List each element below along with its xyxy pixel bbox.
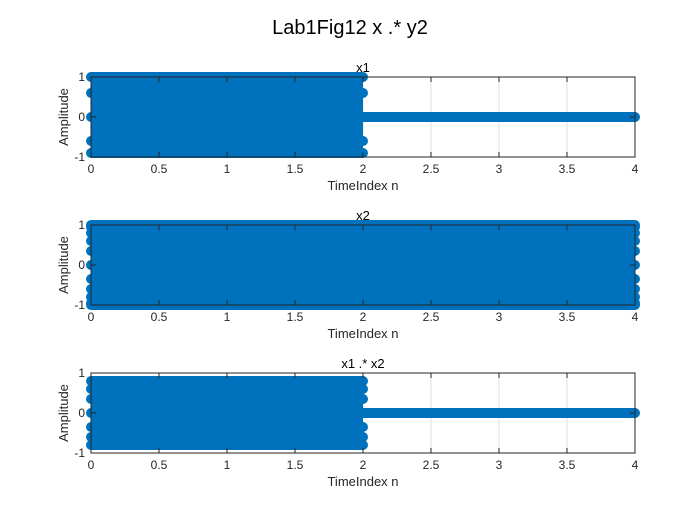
x-tick-label: 2 (360, 162, 367, 176)
x-tick-label: 2 (360, 458, 367, 472)
x-axis-label: TimeIndex n (327, 326, 398, 341)
y-tick-label: -1 (74, 150, 85, 164)
y-axis-label: Amplitude (56, 384, 71, 442)
stem-series (86, 376, 640, 450)
x-tick-label: 1 (224, 458, 231, 472)
stem-marker (358, 112, 368, 122)
x-tick-label: 3 (496, 310, 503, 324)
x-tick-label: 0.5 (151, 162, 168, 176)
x-tick-label: 3 (496, 458, 503, 472)
x-tick-label: 3.5 (559, 162, 576, 176)
x-tick-label: 0.5 (151, 458, 168, 472)
stem-series (86, 72, 640, 158)
x-tick-label: 0 (88, 458, 95, 472)
y-tick-label: 1 (78, 218, 85, 232)
stem-marker (358, 408, 368, 418)
y-axis-label: Amplitude (56, 236, 71, 294)
x-tick-label: 2 (360, 310, 367, 324)
x-tick-label: 3 (496, 162, 503, 176)
x-tick-label: 3.5 (559, 458, 576, 472)
x-tick-label: 3.5 (559, 310, 576, 324)
y-axis-label: Amplitude (56, 88, 71, 146)
x-tick-label: 1.5 (287, 458, 304, 472)
x-tick-label: 4 (632, 310, 639, 324)
stem-series (86, 220, 640, 310)
x-tick-label: 0.5 (151, 310, 168, 324)
x-tick-label: 1.5 (287, 162, 304, 176)
x-tick-label: 1 (224, 310, 231, 324)
x-tick-label: 1.5 (287, 310, 304, 324)
y-tick-label: 0 (78, 406, 85, 420)
x-tick-label: 4 (632, 458, 639, 472)
y-tick-label: 0 (78, 258, 85, 272)
x-tick-label: 2.5 (423, 458, 440, 472)
y-tick-label: 1 (78, 366, 85, 380)
y-tick-label: 0 (78, 110, 85, 124)
x-tick-label: 0 (88, 310, 95, 324)
figure-title: Lab1Fig12 x .* y2 (272, 17, 428, 39)
y-tick-label: 1 (78, 70, 85, 84)
subplot-title: x1 (356, 60, 370, 75)
y-tick-label: -1 (74, 446, 85, 460)
subplot-title: x1 .* x2 (341, 356, 384, 371)
x-tick-label: 1 (224, 162, 231, 176)
x-tick-label: 2.5 (423, 310, 440, 324)
x-tick-label: 2.5 (423, 162, 440, 176)
y-tick-label: -1 (74, 298, 85, 312)
x-axis-label: TimeIndex n (327, 474, 398, 489)
x-tick-label: 4 (632, 162, 639, 176)
x-axis-label: TimeIndex n (327, 178, 398, 193)
x-tick-label: 0 (88, 162, 95, 176)
subplot-title: x2 (356, 208, 370, 223)
